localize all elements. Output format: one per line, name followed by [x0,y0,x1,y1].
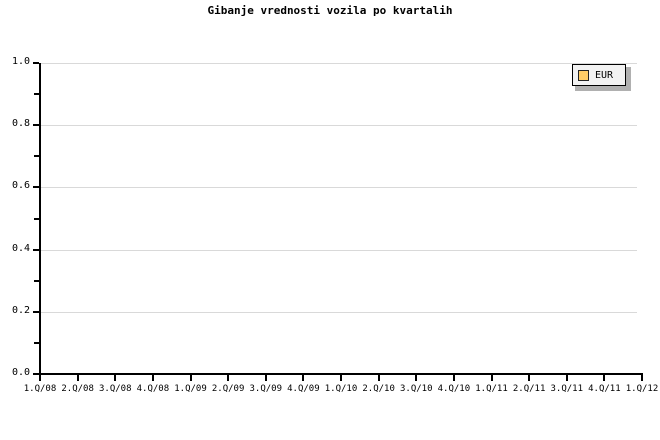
gridline [40,187,637,189]
x-axis-tick [264,375,267,381]
x-axis-line [39,373,643,375]
x-axis-label: 4.Q/09 [287,384,320,394]
x-axis-label: 1.Q/11 [475,384,508,394]
y-axis-minor-tick [34,155,39,158]
gridline [40,249,637,251]
x-axis-label: 3.Q/08 [98,384,132,394]
y-axis-tick [33,124,39,127]
legend-label-eur: EUR [595,69,614,81]
x-axis-label: 2.Q/08 [61,384,94,394]
y-axis-minor-tick [34,93,39,96]
x-axis-label: 1.Q/09 [174,384,207,394]
gridline [40,63,637,64]
x-axis-label: 3.Q/09 [249,384,283,394]
y-axis-label: 1.0 [11,56,30,67]
x-axis-tick [603,375,606,381]
x-axis-tick [415,375,418,381]
x-axis-label: 4.Q/11 [588,384,621,394]
x-axis-label: 1.Q/12 [625,384,659,394]
x-axis-tick [565,375,568,381]
x-axis-tick [39,375,41,381]
x-axis-tick [377,375,380,381]
x-axis-label: 3.Q/10 [399,384,433,394]
chart-title: Gibanje vrednosti vozila po kvartalih [207,4,453,17]
x-axis-tick [490,375,493,381]
gridline [40,311,637,313]
x-axis-label: 1.Q/10 [324,384,358,394]
y-axis-label: 0.6 [11,180,30,192]
plot-area [40,63,642,374]
y-axis-tick [33,373,39,375]
x-axis-tick [302,375,305,381]
y-axis-line [39,63,41,375]
y-axis-label: 0.0 [11,367,30,378]
x-axis-label: 4.Q/08 [136,384,170,394]
x-axis-tick [641,375,643,381]
x-axis-tick [452,375,455,381]
x-axis-label: 2.Q/09 [211,384,245,394]
y-axis-minor-tick [34,217,39,220]
x-axis-label: 3.Q/11 [550,384,584,394]
y-axis-label: 0.4 [11,242,30,254]
x-axis-tick [76,375,79,381]
x-axis-label: 2.Q/10 [362,384,395,394]
x-axis-label: 1.Q/08 [23,384,57,394]
y-axis-minor-tick [34,341,39,344]
y-axis-label: 0.8 [11,118,30,130]
x-axis-label: 2.Q/11 [512,384,546,394]
x-axis-tick [340,375,342,381]
legend-box[interactable]: EUR [572,64,626,86]
x-axis-tick [151,375,154,381]
y-axis-tick [33,310,39,313]
y-axis-tick [33,248,39,251]
x-axis-tick [189,375,192,381]
y-axis-minor-tick [34,279,39,282]
gridline [40,125,637,127]
legend-swatch-eur [578,69,589,81]
x-axis-tick [528,375,531,381]
x-axis-label: 4.Q/10 [437,384,471,394]
x-axis-tick [227,375,230,381]
x-axis-tick [114,375,117,381]
y-axis-tick [33,186,39,189]
y-axis-tick [33,62,39,64]
y-axis-label: 0.2 [11,304,30,316]
